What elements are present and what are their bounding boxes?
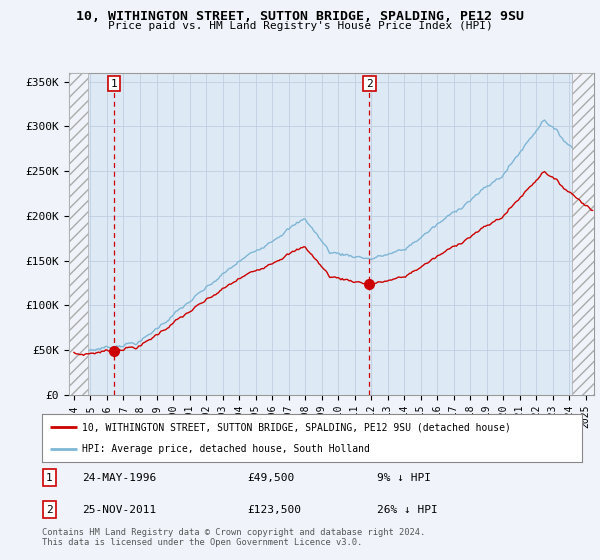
Text: £49,500: £49,500 [247, 473, 295, 483]
Text: 2: 2 [366, 78, 373, 88]
Text: 10, WITHINGTON STREET, SUTTON BRIDGE, SPALDING, PE12 9SU (detached house): 10, WITHINGTON STREET, SUTTON BRIDGE, SP… [83, 422, 511, 432]
Text: HPI: Average price, detached house, South Holland: HPI: Average price, detached house, Sout… [83, 444, 370, 454]
Text: 24-MAY-1996: 24-MAY-1996 [83, 473, 157, 483]
Text: 25-NOV-2011: 25-NOV-2011 [83, 505, 157, 515]
Text: 1: 1 [110, 78, 117, 88]
Text: 10, WITHINGTON STREET, SUTTON BRIDGE, SPALDING, PE12 9SU: 10, WITHINGTON STREET, SUTTON BRIDGE, SP… [76, 10, 524, 23]
Text: Contains HM Land Registry data © Crown copyright and database right 2024.
This d: Contains HM Land Registry data © Crown c… [42, 528, 425, 548]
Text: 9% ↓ HPI: 9% ↓ HPI [377, 473, 431, 483]
Text: 1: 1 [46, 473, 52, 483]
Text: Price paid vs. HM Land Registry's House Price Index (HPI): Price paid vs. HM Land Registry's House … [107, 21, 493, 31]
Text: £123,500: £123,500 [247, 505, 301, 515]
Text: 2: 2 [46, 505, 52, 515]
Text: 26% ↓ HPI: 26% ↓ HPI [377, 505, 437, 515]
